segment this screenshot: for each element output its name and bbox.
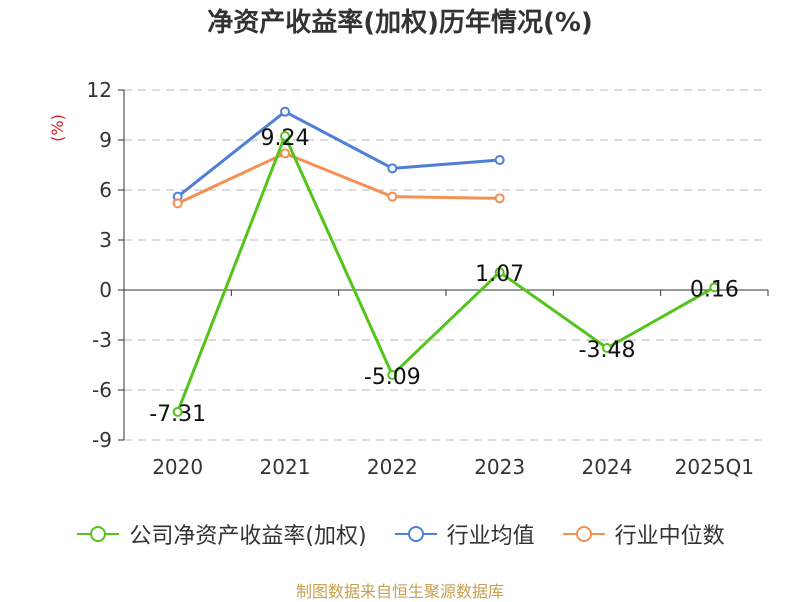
legend-line-marker-icon: [562, 526, 605, 542]
data-point[interactable]: [280, 106, 290, 117]
chart-title: 净资产收益率(加权)历年情况(%): [207, 8, 593, 38]
data-point[interactable]: [494, 193, 505, 204]
data-point[interactable]: [387, 163, 398, 174]
data-label: 9.24: [261, 126, 310, 151]
legend-label: 公司净资产收益率(加权): [129, 524, 367, 549]
legend-label: 行业均值: [446, 524, 535, 549]
x-tick-label: 2024: [582, 455, 633, 479]
data-label: 0.16: [690, 277, 739, 302]
data-label: -3.48: [579, 338, 636, 363]
data-label: 1.07: [475, 262, 524, 287]
y-axis-unit-label: (%): [48, 114, 67, 142]
line-chart: (%) 12 9 6 3 0 -3 -6 -9 2020 2021 2022 2023 2024 2025…: [48, 78, 769, 479]
x-tick-label: 2021: [260, 455, 311, 479]
series-line-0: [176, 134, 716, 413]
chart-legend: 公司净资产收益率(加权) 行业均值 行业中位数: [0, 518, 800, 550]
data-label: -5.09: [364, 365, 421, 390]
x-tick-label: 2023: [474, 455, 525, 479]
y-tick-label: 12: [87, 78, 112, 102]
y-tick-label: 9: [99, 128, 112, 152]
data-source-note: 制图数据来自恒生聚源数据库: [295, 582, 504, 601]
legend-item-industry-median[interactable]: 行业中位数: [561, 518, 725, 550]
y-tick-label: 3: [99, 228, 112, 252]
data-point[interactable]: [387, 191, 398, 202]
data-point[interactable]: [172, 198, 183, 209]
y-tick-label: -9: [92, 428, 112, 452]
y-tick-label: -6: [92, 378, 112, 402]
series-line-1: [176, 110, 500, 198]
y-tick-label: -3: [92, 328, 112, 352]
y-tick-label: 0: [99, 278, 112, 302]
y-tick-label: 6: [99, 178, 112, 202]
data-point[interactable]: [494, 267, 505, 278]
x-tick-label: 2022: [367, 455, 418, 479]
data-point[interactable]: [280, 148, 290, 159]
data-point[interactable]: [494, 155, 505, 165]
data-point[interactable]: [709, 282, 720, 293]
x-tick-label: 2020: [152, 455, 203, 479]
legend-item-industry-mean[interactable]: 行业均值: [393, 518, 535, 550]
x-tick-label: 2025Q1: [675, 455, 754, 479]
data-label: -7.31: [149, 402, 206, 427]
data-point[interactable]: [602, 343, 612, 353]
data-point[interactable]: [387, 369, 398, 380]
data-point[interactable]: [280, 131, 290, 141]
legend-line-marker-icon: [394, 526, 437, 542]
data-point[interactable]: [172, 406, 183, 417]
legend-item-company-roe[interactable]: 公司净资产收益率(加权): [75, 518, 367, 550]
series-line-2: [177, 151, 500, 205]
legend-label: 行业中位数: [614, 524, 725, 549]
legend-line-marker-icon: [77, 526, 120, 542]
